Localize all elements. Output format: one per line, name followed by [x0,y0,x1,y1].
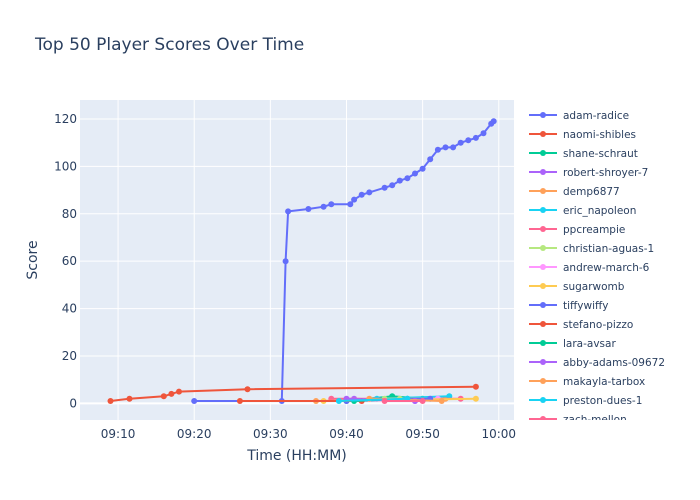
ticks: 09:10 09:20 09:30 09:40 09:50 10:00 0 20 40 60 80 1… [54,112,516,441]
data-point [107,398,114,404]
legend-item-label[interactable]: andrew-march-6 [563,262,650,274]
legend-marker [540,207,546,213]
data-point [168,390,175,397]
data-point [351,196,358,203]
data-point [389,182,396,189]
legend-marker [540,245,546,251]
legend-item-label[interactable]: lara-avsar [563,338,616,350]
data-point [285,208,292,215]
legend-item-label[interactable]: ppcreampie [563,224,625,236]
x-tick-label: 10:00 [481,427,516,441]
data-point [381,184,388,191]
legend-marker [540,150,546,156]
legend-marker [540,188,546,194]
data-point [490,118,497,125]
legend-item-label[interactable]: tiffywiffy [563,300,608,312]
data-point [126,395,133,402]
legend-marker [540,169,546,175]
series-group [107,118,497,404]
legend-marker [540,131,546,137]
data-point [236,398,243,404]
y-tick-label: 100 [54,159,77,173]
legend-marker [540,321,546,327]
data-point [244,386,251,393]
legend-marker [540,302,546,308]
data-point [381,398,388,404]
y-tick-label: 60 [62,254,77,268]
data-point [480,130,487,137]
y-tick-label: 0 [69,396,77,410]
data-point [347,201,354,208]
legend-marker [540,226,546,232]
data-point [419,165,426,172]
x-tick-label: 09:10 [101,427,136,441]
legend-marker [540,397,546,403]
legend-item-label[interactable]: zach-mellon [563,414,627,426]
legend: adam-radice naomi-shibles shane-schraut rob… [529,110,665,426]
legend-marker [540,283,546,289]
x-tick-label: 09:40 [329,427,364,441]
data-point [191,398,198,404]
data-point [450,144,457,151]
data-point [427,156,434,163]
data-point [366,189,373,196]
data-point [472,134,479,141]
data-point [419,398,426,404]
data-point [335,398,342,404]
legend-marker [540,264,546,270]
y-tick-label: 120 [54,112,77,126]
legend-item-label[interactable]: sugarwomb [563,281,625,293]
data-point [442,144,449,151]
data-point [434,146,441,153]
legend-item-label[interactable]: stefano-pizzo [563,319,633,331]
data-point [465,137,472,144]
x-tick-label: 09:30 [253,427,288,441]
legend-item-label[interactable]: demp6877 [563,186,620,198]
data-point [358,191,365,198]
y-tick-label: 20 [62,349,77,363]
y-tick-label: 80 [62,207,77,221]
legend-marker [540,112,546,118]
x-tick-label: 09:20 [177,427,212,441]
data-point [160,393,167,400]
data-point [396,177,403,184]
data-point [472,383,479,390]
x-tick-label: 09:50 [405,427,440,441]
series-line [338,397,408,402]
legend-marker [540,416,546,420]
data-point [320,203,327,210]
legend-item-label[interactable]: naomi-shibles [563,129,636,141]
legend-item-label[interactable]: adam-radice [563,110,629,122]
legend-item-label[interactable]: abby-adams-09672 [563,357,665,369]
x-axis-title: Time (HH:MM) [246,448,347,464]
legend-item-label[interactable]: eric_napoleon [563,205,636,217]
legend-marker [540,378,546,384]
data-point [176,388,182,395]
data-point [305,206,312,212]
data-point [457,139,464,146]
data-point [404,175,411,182]
legend-item-label[interactable]: makayla-tarbox [563,376,645,388]
plot-area [80,100,514,420]
data-point [412,170,418,177]
legend-item-label[interactable]: robert-shroyer-7 [563,167,648,179]
y-tick-label: 40 [62,302,77,316]
y-axis-title: Score [25,240,41,279]
legend-item-label[interactable]: shane-schraut [563,148,638,160]
legend-item-label[interactable]: christian-aguas-1 [563,243,654,255]
legend-marker [540,340,546,346]
legend-item-label[interactable]: preston-dues-1 [563,395,642,407]
chart-title: Top 50 Player Scores Over Time [34,35,304,55]
data-point [282,258,289,265]
data-point [472,395,479,402]
data-point [328,201,335,208]
legend-marker [540,359,546,365]
data-point [438,398,445,404]
